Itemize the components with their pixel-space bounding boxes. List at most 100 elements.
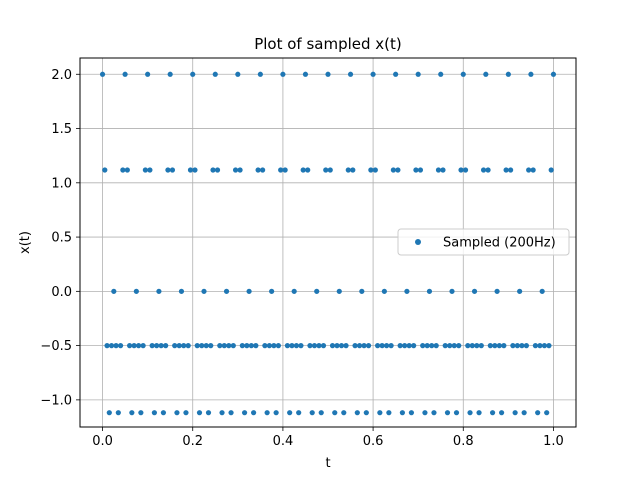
data-point [465, 343, 471, 349]
data-point [456, 343, 462, 349]
data-point [496, 343, 502, 349]
data-point [336, 288, 342, 294]
data-point [293, 343, 300, 349]
data-point [365, 343, 372, 349]
data-point [489, 410, 496, 416]
data-point [476, 410, 482, 416]
data-point [264, 410, 270, 416]
data-point [411, 343, 417, 349]
data-point [230, 343, 236, 349]
data-point [435, 167, 442, 173]
data-point [149, 343, 155, 349]
data-point [178, 288, 185, 294]
data-point [196, 410, 203, 416]
data-point [492, 343, 498, 349]
data-point [467, 410, 473, 416]
data-point [145, 71, 151, 77]
data-point [228, 410, 234, 416]
legend-marker [415, 239, 421, 245]
data-point [115, 410, 121, 416]
data-point [117, 343, 124, 349]
data-point [384, 343, 390, 349]
data-point [205, 410, 212, 416]
data-point [275, 343, 281, 349]
x-tick-label: 1.0 [543, 434, 564, 449]
x-tick-label: 0.2 [182, 434, 203, 449]
data-point [219, 410, 225, 416]
data-point [494, 288, 500, 294]
data-point [381, 288, 387, 294]
data-point [483, 71, 489, 77]
data-point [406, 343, 412, 349]
data-point [447, 343, 453, 349]
data-point [503, 167, 509, 173]
data-point [142, 167, 148, 173]
data-point [140, 343, 146, 349]
data-point [289, 343, 295, 349]
data-point [375, 343, 381, 349]
data-point [433, 343, 439, 349]
data-point [505, 71, 511, 77]
data-point [291, 288, 297, 294]
data-point [124, 167, 130, 173]
data-point [212, 71, 218, 77]
data-point [546, 343, 552, 349]
data-point [210, 167, 216, 173]
data-point [160, 410, 167, 416]
data-point [221, 343, 227, 349]
data-point [415, 71, 421, 77]
data-point [201, 288, 207, 294]
data-point [356, 343, 363, 349]
data-point [517, 288, 523, 294]
data-point [147, 167, 153, 173]
data-point [343, 343, 349, 349]
data-point [501, 343, 507, 349]
data-point [361, 343, 367, 349]
data-point [535, 410, 541, 416]
data-point [338, 343, 345, 349]
data-point [512, 410, 518, 416]
data-point [307, 343, 313, 349]
data-point [323, 167, 329, 173]
axes-frame [79, 57, 577, 428]
data-point [334, 343, 340, 349]
data-point [253, 343, 259, 349]
data-point [460, 71, 466, 77]
data-point [526, 167, 532, 173]
data-point [122, 71, 128, 77]
data-point [311, 343, 318, 349]
data-point [244, 343, 250, 349]
data-point [417, 167, 424, 173]
data-point [390, 167, 396, 173]
data-point [309, 410, 315, 416]
data-point [273, 410, 279, 416]
data-point [420, 343, 426, 349]
data-point [111, 288, 117, 294]
data-point [320, 343, 327, 349]
data-point [246, 288, 252, 294]
data-point [363, 410, 369, 416]
data-point [354, 410, 360, 416]
data-point [129, 410, 135, 416]
data-point [192, 167, 198, 173]
data-point [102, 167, 108, 173]
data-point [462, 167, 469, 173]
data-point [325, 71, 331, 77]
data-point [190, 71, 196, 77]
legend: Sampled (200Hz) [397, 228, 570, 256]
data-point [347, 71, 354, 77]
data-point [514, 343, 520, 349]
data-point [199, 343, 205, 349]
x-tick-label: 0.6 [363, 434, 384, 449]
x-axis-label: t [325, 456, 330, 471]
data-point [422, 410, 428, 416]
data-point [203, 343, 209, 349]
data-point [345, 167, 351, 173]
scatter-points [99, 71, 557, 416]
data-point [187, 167, 194, 173]
data-point [138, 410, 144, 416]
data-point [438, 71, 444, 77]
data-point [528, 71, 534, 77]
data-point [453, 410, 460, 416]
